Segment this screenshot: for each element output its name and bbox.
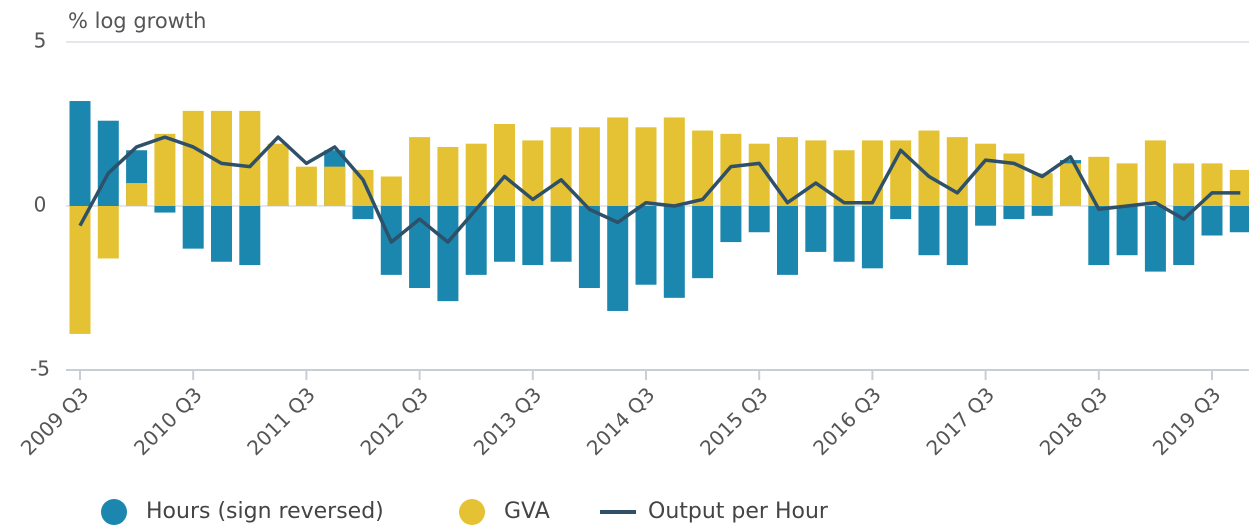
bar <box>918 130 940 206</box>
bar <box>69 101 91 206</box>
bar <box>154 133 176 206</box>
bar <box>1144 206 1166 272</box>
bar <box>635 127 657 206</box>
bar <box>692 206 714 279</box>
bar <box>437 146 459 206</box>
bar <box>1088 206 1110 266</box>
bar <box>239 110 261 206</box>
bar <box>550 127 572 206</box>
legend-swatch <box>459 499 485 525</box>
bar <box>720 133 742 206</box>
bar <box>295 166 317 206</box>
bar <box>1116 206 1138 256</box>
bar <box>352 169 374 206</box>
bar <box>267 143 289 206</box>
bar <box>890 206 912 220</box>
x-tick-label: 2013 Q3 <box>469 382 547 460</box>
x-tick-label: 2009 Q3 <box>16 382 94 460</box>
bar <box>182 110 204 206</box>
legend-swatch <box>101 499 127 525</box>
bar <box>1173 206 1195 266</box>
bar <box>692 130 714 206</box>
bar <box>805 140 827 206</box>
bar <box>663 117 685 206</box>
bar <box>1031 206 1053 216</box>
x-tick-label: 2015 Q3 <box>695 382 773 460</box>
bar <box>975 143 997 206</box>
bar <box>465 143 487 206</box>
bar <box>635 206 657 285</box>
bar <box>833 206 855 262</box>
bar <box>239 206 261 266</box>
bar <box>211 110 232 206</box>
bar <box>720 206 742 243</box>
bar <box>861 206 883 269</box>
bar <box>946 206 968 266</box>
bar <box>494 206 515 262</box>
bar <box>1201 206 1223 236</box>
bar <box>97 120 119 206</box>
bar <box>1060 163 1081 206</box>
y-tick-label: 5 <box>34 29 47 53</box>
bar <box>1116 163 1138 206</box>
bar <box>409 137 431 206</box>
bar <box>522 206 544 266</box>
bar <box>1229 169 1249 206</box>
x-tick-label: 2017 Q3 <box>921 382 999 460</box>
bar <box>607 206 629 311</box>
bar <box>748 206 770 233</box>
x-tick-label: 2018 Q3 <box>1035 382 1113 460</box>
bar <box>494 124 515 206</box>
bar <box>748 143 770 206</box>
x-tick-label: 2012 Q3 <box>355 382 433 460</box>
bar <box>777 206 798 275</box>
bar <box>777 137 798 206</box>
bar <box>833 150 855 206</box>
bar <box>409 206 431 288</box>
bar <box>1031 173 1053 206</box>
bar <box>663 206 685 298</box>
bar <box>97 206 119 259</box>
bar <box>578 127 600 206</box>
bar <box>918 206 940 256</box>
bar <box>1229 206 1249 233</box>
line <box>78 135 1241 244</box>
legend-label: Output per Hour <box>648 499 829 524</box>
y-tick-label: 0 <box>34 193 47 217</box>
bar <box>1173 163 1195 206</box>
bar <box>522 140 544 206</box>
bar <box>946 137 968 206</box>
bar <box>1201 163 1223 206</box>
bar <box>352 206 374 220</box>
bar <box>69 206 91 334</box>
bar <box>182 206 204 249</box>
bar <box>975 206 997 226</box>
x-tick-label: 2014 Q3 <box>582 382 660 460</box>
y-axis-title: % log growth <box>68 9 206 33</box>
x-tick-label: 2016 Q3 <box>808 382 886 460</box>
bar <box>578 206 600 288</box>
bar <box>437 206 459 302</box>
bar <box>805 206 827 252</box>
bar <box>324 166 346 206</box>
x-tick-label: 2011 Q3 <box>242 382 320 460</box>
bar <box>126 183 148 206</box>
x-tick-label: 2019 Q3 <box>1148 382 1226 460</box>
y-tick-label: -5 <box>30 357 50 381</box>
bar <box>154 206 176 213</box>
bar <box>1003 206 1025 220</box>
bar <box>861 140 883 206</box>
bar <box>380 176 402 206</box>
bar <box>1144 140 1166 206</box>
bar <box>211 206 232 262</box>
bar <box>607 117 629 206</box>
bar <box>1088 156 1110 206</box>
legend-label: GVA <box>504 499 550 524</box>
bar <box>465 206 487 275</box>
x-tick-label: 2010 Q3 <box>129 382 207 460</box>
legend-label: Hours (sign reversed) <box>146 499 384 524</box>
bar <box>550 206 572 262</box>
